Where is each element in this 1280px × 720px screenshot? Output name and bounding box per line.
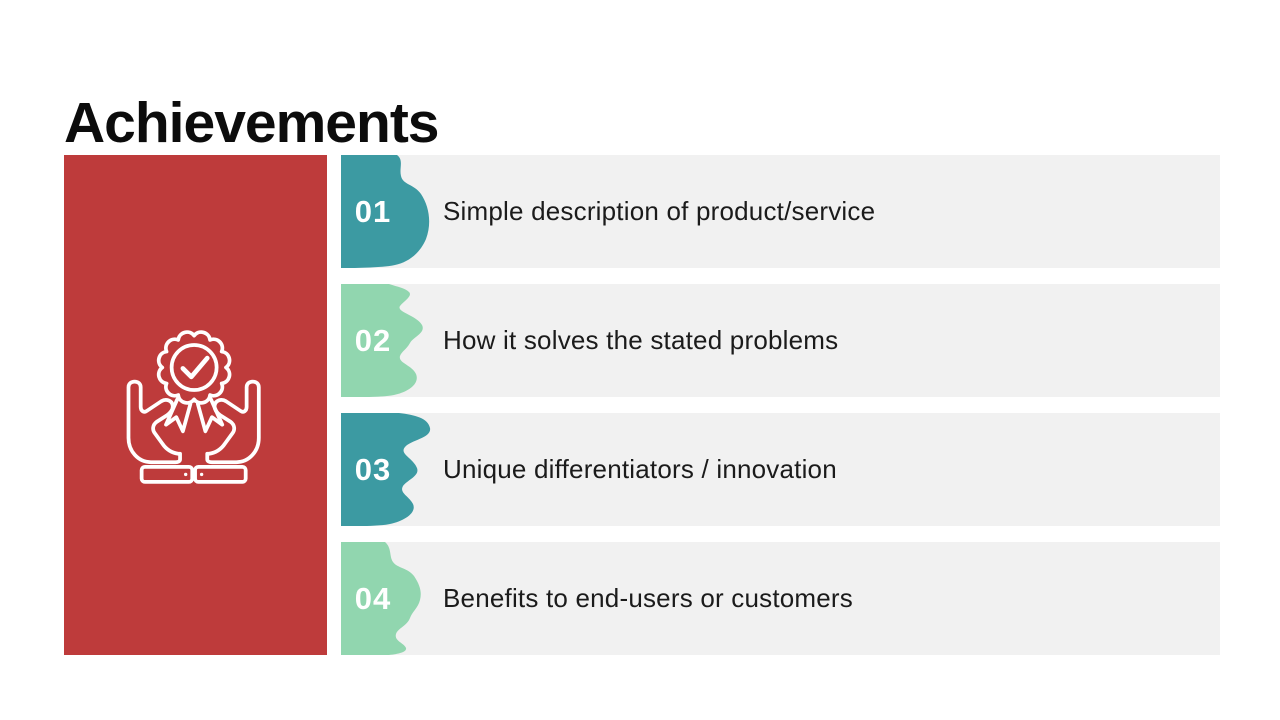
list-item-02: 02 How it solves the stated problems (341, 284, 1220, 397)
number-badge-blob (341, 413, 431, 526)
number-badge-blob (341, 542, 421, 655)
item-number: 04 (354, 580, 392, 616)
slide-title: Achievements (64, 91, 440, 156)
hand-left (126, 379, 194, 484)
rosette-inner-circle (169, 343, 218, 392)
achievement-list: 01 Simple description of product/service… (341, 155, 1220, 655)
number-badge-blob (341, 284, 423, 397)
item-number: 01 (354, 193, 392, 229)
hand-right (192, 379, 261, 484)
accent-panel (64, 155, 327, 655)
item-number: 02 (354, 322, 392, 358)
ribbon-left (163, 397, 192, 434)
item-label: Benefits to end-users or customers (443, 583, 853, 613)
award-in-hands-icon (126, 330, 261, 484)
rosette-scallop (156, 330, 231, 405)
list-item-01: 01 Simple description of product/service (341, 155, 1220, 268)
item-label: Unique differentiators / innovation (443, 454, 837, 484)
list-item-04: 04 Benefits to end-users or customers (341, 542, 1220, 655)
list-item-03: 03 Unique differentiators / innovation (341, 413, 1220, 526)
check-mark (180, 355, 210, 380)
ribbon-right (195, 397, 224, 434)
item-number: 03 (354, 451, 392, 487)
number-badge-blob (341, 155, 430, 268)
item-label: Simple description of product/service (443, 196, 876, 226)
item-label: How it solves the stated problems (443, 325, 839, 355)
